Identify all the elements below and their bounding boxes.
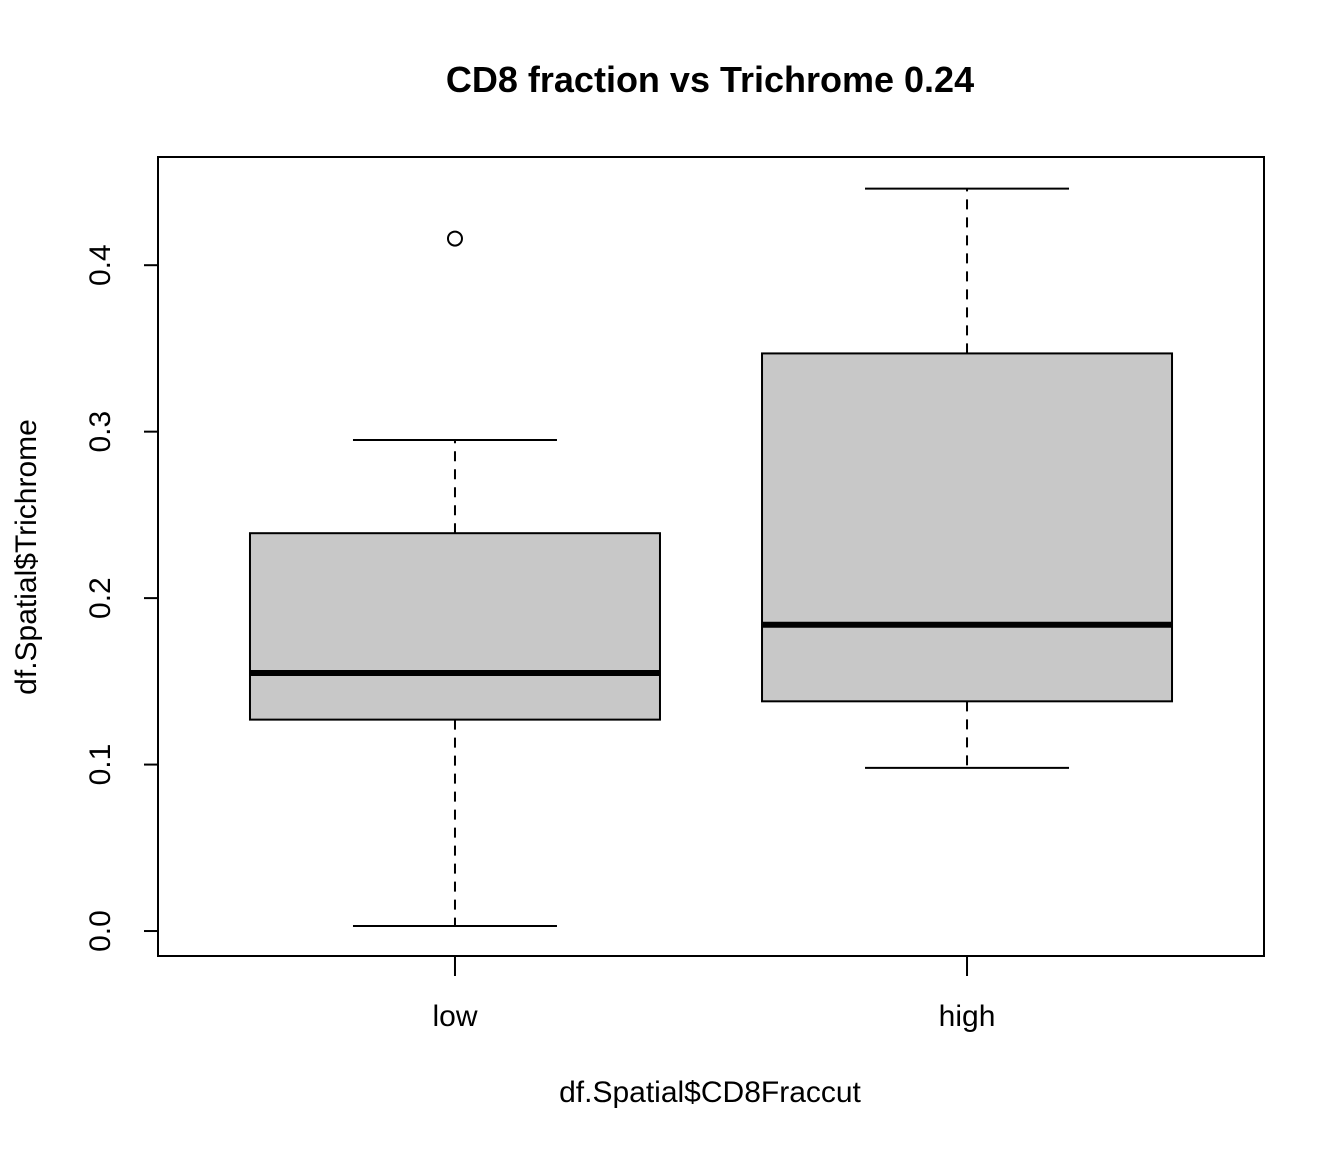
y-tick-label: 0.3 [84, 411, 117, 453]
y-axis: 0.0 0.1 0.2 0.3 0.4 [84, 244, 158, 952]
iqr-box [761, 352, 1174, 703]
x-axis: low high [432, 956, 995, 1033]
outlier-point [446, 230, 463, 247]
box-low [248, 230, 661, 928]
x-tick-label: high [939, 1000, 996, 1033]
box-high [761, 187, 1174, 769]
x-axis-label: df.Spatial$CD8Fraccut [559, 1076, 861, 1109]
y-axis-label: df.Spatial$Trichrome [10, 419, 43, 695]
y-tick-label: 0.2 [84, 577, 117, 619]
iqr-box [248, 532, 661, 721]
y-tick-label: 0.4 [84, 244, 117, 286]
x-tick-label: low [432, 1000, 477, 1033]
plot-frame [157, 156, 1265, 957]
y-tick-label: 0.0 [84, 910, 117, 952]
boxes [248, 187, 1174, 928]
y-tick-label: 0.1 [84, 744, 117, 786]
chart-title: CD8 fraction vs Trichrome 0.24 [446, 59, 974, 100]
